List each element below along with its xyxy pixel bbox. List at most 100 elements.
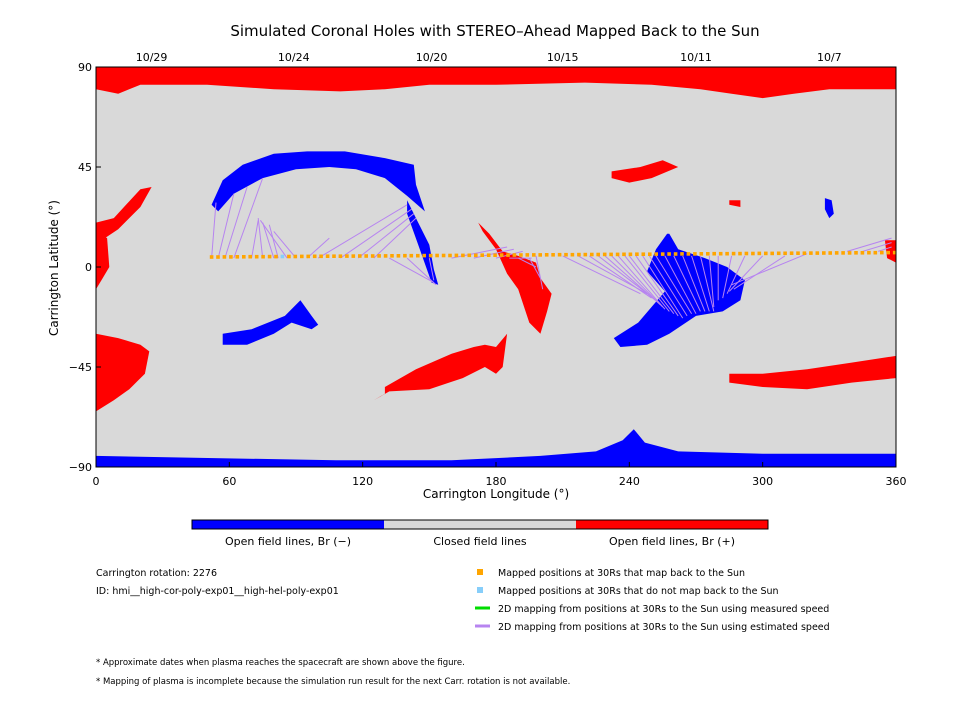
mapped-position [441,253,446,258]
mapped-position [499,253,504,257]
estimated-mapping-line [655,255,693,314]
estimated-mapping-line [624,255,670,312]
coronal-hole-positive-0 [96,67,896,99]
coronal-hole-positive-11 [478,222,552,334]
legend-marker-not-mapped-back [477,587,483,593]
coronal-hole-positive-9 [96,333,150,412]
coronal-hole-positive-14 [884,240,896,263]
mapped-position [254,254,259,259]
legend: Mapped positions at 30Rs that map back t… [475,568,830,633]
mapped-position [822,251,826,255]
mapped-position [293,254,298,259]
coronal-hole-negative-1 [96,429,896,467]
mapped-position [383,254,388,258]
colorbar-frame [191,519,769,530]
estimated-mapping-line [862,242,892,252]
mapped-position [370,254,375,258]
colorbar-label-open-positive: Open field lines, Br (+) [609,535,735,548]
colorbar-closed [384,520,576,529]
estimated-mapping-line [224,186,248,259]
legend-marker-mapped-back [477,569,483,575]
mapped-position [718,251,723,256]
estimated-mapping-line [562,255,641,295]
mapped-position [789,251,794,255]
x-tick-label: 240 [619,475,640,488]
mapped-position [209,255,214,259]
mapped-position-not-back [280,254,285,259]
estimated-mapping-line [673,255,701,312]
mapped-position [577,252,581,257]
mapped-position [403,253,407,258]
mapped-position [216,255,220,259]
mapped-position [358,254,362,258]
colorbar-open-positive [576,520,768,529]
estimated-mapping-line [878,246,892,252]
colorbar-label-open-negative: Open field lines, Br (−) [225,535,351,548]
date-tick-label: 10/11 [680,51,712,64]
estimated-mapping-line [648,255,688,317]
mapped-position [345,254,349,258]
mapped-position [396,254,401,258]
estimated-mapping-line [589,255,652,299]
mapped-position [267,254,272,259]
mapped-position [815,251,820,255]
legend-label-measured-speed: 2D mapping from positions at 30Rs to the… [498,604,829,615]
coronal-hole-positive-10 [373,333,508,401]
estimated-mapping-line [389,257,435,284]
mapped-position [635,252,639,256]
coronal-hole-negative-4 [222,300,319,345]
mapped-position [847,251,852,255]
mapped-position [880,250,884,255]
estimated-mapping-line [604,255,661,306]
mapped-position [731,251,736,256]
mapped-position [248,254,252,259]
chart-title: Simulated Coronal Holes with STEREO–Ahea… [230,22,759,40]
estimated-mapping-line [251,220,259,259]
y-tick-label: −45 [69,361,92,374]
estimated-mapping-line [317,204,408,259]
estimated-mapping-line [628,255,675,315]
estimated-mapping-line [691,255,710,312]
mapped-position [222,255,227,259]
mapped-position [770,251,774,256]
mapped-position [796,251,800,255]
mapped-position [538,253,542,257]
coronal-hole-positive-12 [611,160,679,183]
mapped-position [300,254,304,259]
estimated-mapping-line [306,237,330,259]
estimated-mapping-line [642,255,684,319]
coronal-hole-positive-8 [96,231,110,290]
estimated-mapping-line [617,255,666,310]
mapped-position [680,252,684,256]
legend-label-not-mapped-back: Mapped positions at 30Rs that do not map… [498,586,779,597]
mapped-position [332,254,336,258]
y-tick-label: −90 [69,461,92,474]
mapped-position [602,252,607,257]
coronal-hole-positive-15 [729,200,741,207]
mapped-position [622,252,626,257]
mapped-position [860,251,865,255]
y-tick-label: 90 [78,61,92,74]
mapped-position [351,254,356,258]
y-tick-label: 45 [78,161,92,174]
x-tick-label: 0 [93,475,100,488]
estimated-mapping-line [726,255,746,294]
mapped-position [712,251,716,256]
estimated-mapping-line [846,237,892,252]
legend-label-mapped-back: Mapped positions at 30Rs that map back t… [498,568,745,579]
mapped-position [854,251,858,255]
mapped-position [229,255,233,259]
mapped-position [667,252,671,256]
mapped-position [338,254,343,258]
date-tick-label: 10/15 [547,51,579,64]
mapped-position [435,253,439,258]
mapped-position [544,253,549,257]
closed-field-background [96,67,896,467]
top-date-axis: 10/29 10/24 10/20 10/15 10/11 10/7 [136,51,842,72]
date-tick-label: 10/29 [136,51,168,64]
mapped-position [693,252,697,256]
x-tick-label: 360 [886,475,907,488]
estimated-mapping-line [664,255,697,314]
date-tick-label: 10/20 [416,51,448,64]
